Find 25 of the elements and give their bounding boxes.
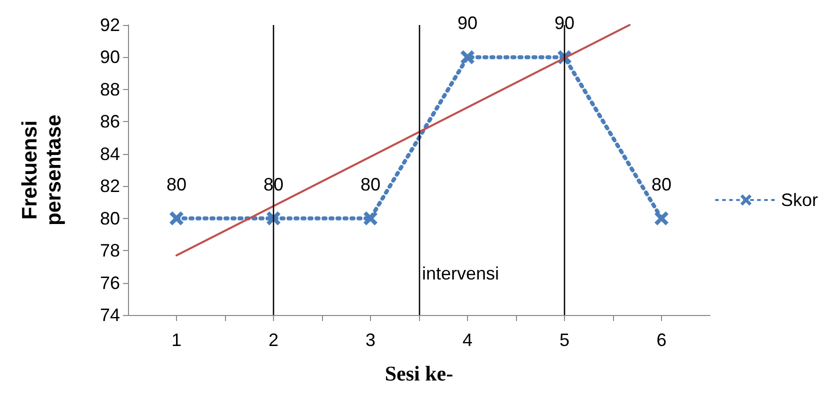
ref-line-label: intervensi	[422, 263, 500, 284]
data-label: 80	[166, 174, 187, 194]
data-label: 80	[360, 174, 381, 194]
y-tick-label: 76	[100, 272, 120, 293]
x-tick-label: 1	[171, 330, 182, 350]
y-axis-title: Frekuensi persentase	[18, 114, 66, 226]
data-label: 80	[651, 174, 672, 194]
y-tick-label: 80	[100, 208, 120, 228]
x-tick-label: 6	[656, 330, 667, 350]
data-label: 90	[457, 13, 478, 34]
y-tick-label: 78	[100, 240, 120, 261]
x-tick-label: 5	[559, 330, 570, 350]
y-tick-label: 74	[100, 305, 120, 325]
y-tick-label: 86	[100, 112, 120, 132]
data-label: 90	[554, 13, 575, 34]
y-tick-label: 84	[100, 144, 120, 164]
y-tick-label: 90	[100, 47, 120, 68]
y-tick-label: 88	[100, 79, 120, 100]
y-tick-label: 92	[100, 15, 120, 35]
legend-label: Skor	[780, 190, 818, 210]
y-tick-label: 82	[100, 176, 120, 196]
x-tick-label: 3	[365, 330, 376, 350]
x-tick-label: 4	[462, 330, 473, 350]
x-axis-title: Sesi ke-	[384, 362, 454, 386]
x-tick-label: 2	[268, 330, 279, 350]
